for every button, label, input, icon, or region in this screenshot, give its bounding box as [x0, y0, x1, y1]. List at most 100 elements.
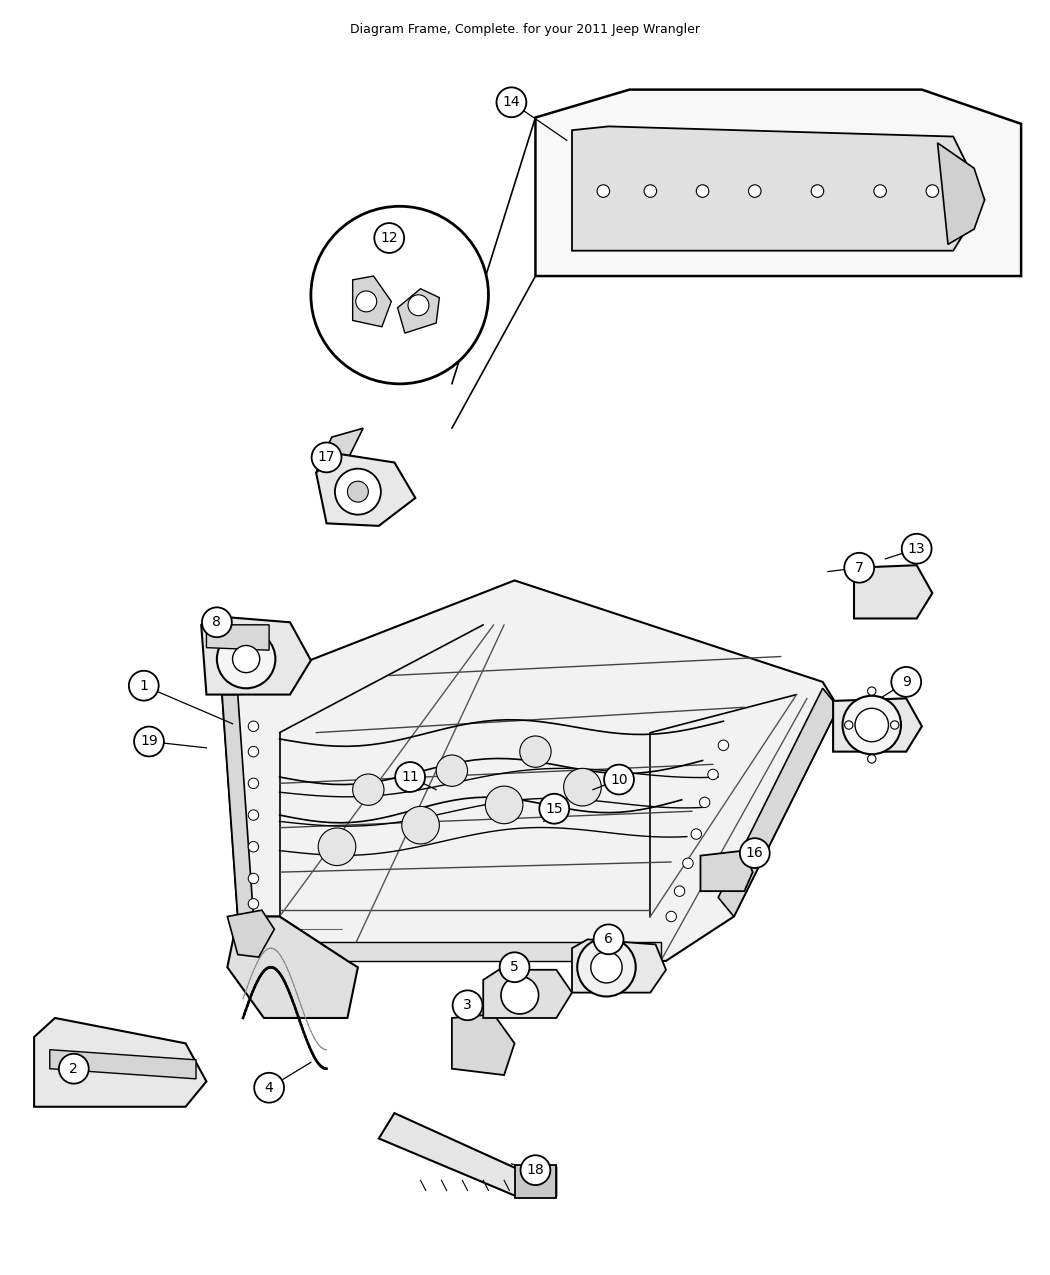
Circle shape — [844, 553, 875, 583]
Polygon shape — [49, 1049, 196, 1079]
Circle shape — [867, 755, 876, 762]
Circle shape — [408, 295, 428, 316]
Polygon shape — [833, 699, 922, 752]
Circle shape — [540, 794, 569, 824]
Circle shape — [129, 671, 159, 701]
Text: 16: 16 — [746, 847, 763, 861]
Circle shape — [564, 769, 602, 806]
Circle shape — [708, 769, 718, 780]
Polygon shape — [398, 288, 439, 333]
Text: 17: 17 — [318, 450, 335, 464]
Circle shape — [718, 740, 729, 751]
Circle shape — [874, 185, 886, 198]
Polygon shape — [202, 616, 311, 695]
Text: 3: 3 — [463, 998, 471, 1012]
Circle shape — [844, 720, 853, 729]
Polygon shape — [514, 1165, 556, 1198]
Circle shape — [578, 938, 635, 997]
Circle shape — [248, 778, 258, 788]
Circle shape — [348, 481, 369, 502]
Circle shape — [593, 924, 624, 954]
Polygon shape — [700, 850, 753, 891]
Circle shape — [374, 223, 404, 252]
Circle shape — [591, 951, 623, 983]
Text: 12: 12 — [380, 231, 398, 245]
Circle shape — [500, 952, 529, 982]
Circle shape — [891, 667, 921, 697]
Circle shape — [353, 774, 384, 806]
Polygon shape — [223, 580, 838, 961]
Text: 4: 4 — [265, 1081, 273, 1095]
Circle shape — [59, 1053, 88, 1084]
Polygon shape — [938, 143, 985, 245]
Circle shape — [521, 1155, 550, 1184]
Text: 13: 13 — [908, 542, 925, 556]
Circle shape — [597, 185, 610, 198]
Text: 11: 11 — [401, 770, 419, 784]
Circle shape — [740, 838, 770, 868]
Polygon shape — [379, 1113, 556, 1196]
Polygon shape — [228, 910, 274, 958]
Circle shape — [699, 797, 710, 807]
Circle shape — [497, 88, 526, 117]
Circle shape — [335, 469, 381, 515]
Polygon shape — [223, 695, 253, 917]
Circle shape — [644, 185, 656, 198]
Circle shape — [217, 630, 275, 689]
Polygon shape — [483, 970, 572, 1017]
Polygon shape — [572, 940, 666, 993]
Circle shape — [867, 687, 876, 695]
Polygon shape — [854, 565, 932, 618]
Circle shape — [666, 912, 676, 922]
Circle shape — [402, 806, 439, 844]
Circle shape — [749, 185, 761, 198]
Polygon shape — [237, 917, 348, 968]
Circle shape — [812, 185, 823, 198]
Circle shape — [248, 873, 258, 884]
Circle shape — [926, 185, 939, 198]
Text: 7: 7 — [855, 561, 863, 575]
Text: 18: 18 — [526, 1163, 544, 1177]
Circle shape — [248, 746, 258, 757]
Circle shape — [485, 787, 523, 824]
Text: 10: 10 — [610, 773, 628, 787]
Circle shape — [436, 755, 467, 787]
Circle shape — [134, 727, 164, 756]
Circle shape — [520, 736, 551, 768]
Polygon shape — [316, 454, 416, 525]
Circle shape — [248, 722, 258, 732]
Circle shape — [855, 709, 888, 742]
Text: 9: 9 — [902, 674, 910, 688]
Text: Diagram Frame, Complete. for your 2011 Jeep Wrangler: Diagram Frame, Complete. for your 2011 J… — [350, 23, 700, 36]
Circle shape — [248, 842, 258, 852]
Circle shape — [902, 534, 931, 564]
Polygon shape — [718, 688, 838, 917]
Polygon shape — [536, 89, 1021, 277]
Polygon shape — [290, 942, 660, 961]
Polygon shape — [452, 1014, 514, 1075]
Circle shape — [890, 720, 899, 729]
Text: 19: 19 — [140, 734, 158, 748]
Polygon shape — [572, 126, 985, 251]
Circle shape — [254, 1072, 285, 1103]
Circle shape — [311, 207, 488, 384]
Circle shape — [248, 899, 258, 909]
Circle shape — [842, 696, 901, 755]
Circle shape — [604, 765, 634, 794]
Circle shape — [232, 645, 259, 673]
Text: 6: 6 — [604, 932, 613, 946]
Circle shape — [318, 827, 356, 866]
Circle shape — [453, 991, 483, 1020]
Polygon shape — [228, 917, 358, 1017]
Text: 1: 1 — [140, 678, 148, 692]
Text: 8: 8 — [212, 616, 222, 630]
Polygon shape — [34, 1017, 207, 1107]
Text: 5: 5 — [510, 960, 519, 974]
Polygon shape — [353, 277, 392, 326]
Circle shape — [395, 762, 425, 792]
Text: 14: 14 — [503, 96, 520, 110]
Circle shape — [356, 291, 377, 312]
Polygon shape — [207, 625, 269, 650]
Circle shape — [312, 442, 341, 472]
Circle shape — [696, 185, 709, 198]
